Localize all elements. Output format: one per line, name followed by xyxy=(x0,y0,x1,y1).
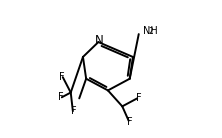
Text: F: F xyxy=(136,93,142,103)
Text: 2: 2 xyxy=(149,27,154,36)
Text: NH: NH xyxy=(143,26,158,36)
Text: F: F xyxy=(71,106,77,116)
Text: F: F xyxy=(127,117,133,127)
Text: N: N xyxy=(95,34,103,47)
Text: F: F xyxy=(59,72,65,82)
Text: F: F xyxy=(58,92,63,102)
